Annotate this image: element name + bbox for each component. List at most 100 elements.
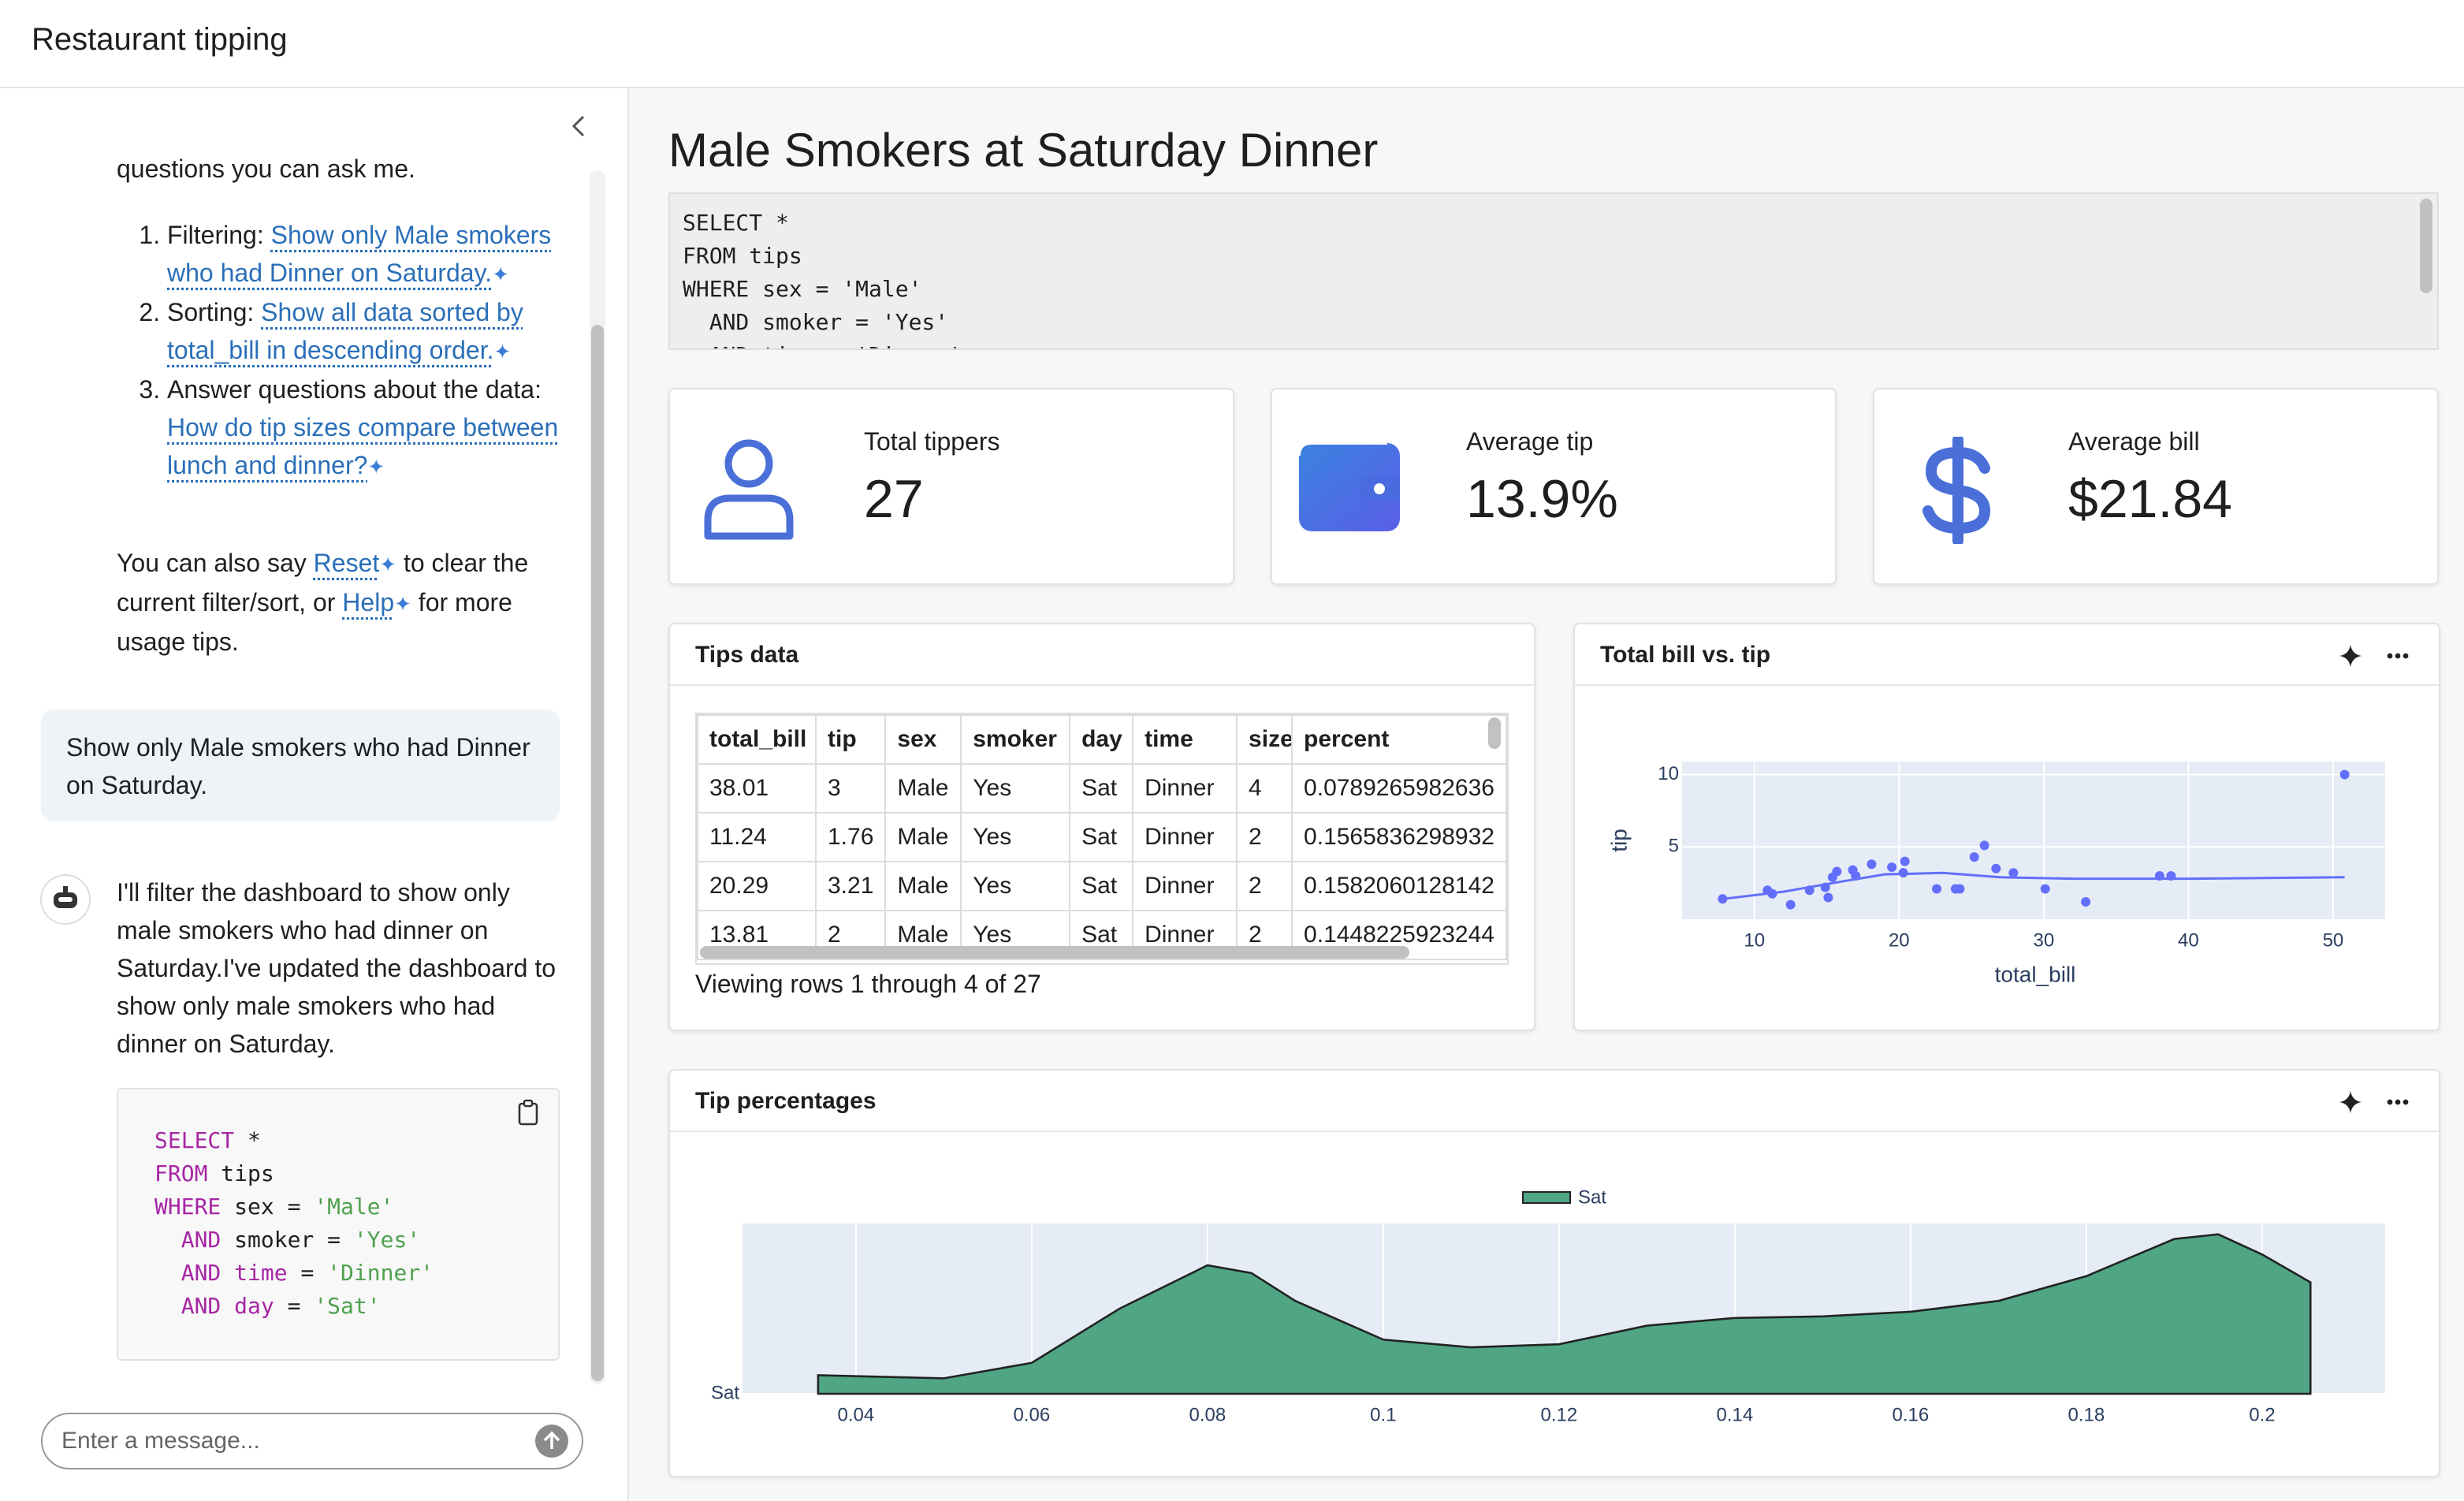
ai-button[interactable] — [2338, 643, 2363, 669]
column-header: smoker — [961, 715, 1070, 764]
value-box: Average tip 13.9% — [1271, 388, 1837, 585]
suggestion-item: Sorting: Show all data sorted by total_b… — [167, 293, 561, 371]
suggestion-item: Answer questions about the data: How do … — [167, 371, 561, 486]
table-cell: 4 — [1237, 764, 1292, 813]
code-line: SELECT * — [154, 1124, 261, 1157]
code-line: AND time = 'Dinner' — [154, 1257, 434, 1290]
data-table: total_billtipsexsmokerdaytimesizepercent… — [697, 714, 1507, 960]
code-line: WHERE sex = 'Male' — [683, 273, 921, 306]
table-cell: Sat — [1070, 764, 1133, 813]
column-header: tip — [816, 715, 885, 764]
more-button[interactable] — [2385, 643, 2410, 669]
person-icon — [702, 437, 796, 541]
card-title: Tip percentages — [695, 1088, 877, 1115]
collapse-button[interactable] — [568, 114, 590, 139]
code-line: WHERE sex = 'Male' — [154, 1190, 393, 1224]
suggestion-link[interactable]: How do tip sizes compare between lunch a… — [167, 413, 558, 479]
table-cell: 3 — [816, 764, 885, 813]
value-box-value: 27 — [864, 468, 924, 530]
more-button[interactable] — [2385, 1089, 2410, 1115]
suggestion-label: Answer questions about the data: — [167, 375, 542, 404]
code-line: AND time = 'Dinner' — [683, 339, 962, 350]
dashboard-title: Male Smokers at Saturday Dinner — [668, 123, 1378, 177]
table-cell: Yes — [961, 862, 1070, 911]
card-title: Total bill vs. tip — [1600, 642, 1770, 669]
header-row: total_billtipsexsmokerdaytimesizepercent — [698, 715, 1506, 764]
value-box-label: Average tip — [1466, 427, 1593, 456]
code-line: SELECT * — [683, 207, 789, 240]
command-link[interactable]: Help — [342, 588, 394, 616]
sparkle: ✦ — [494, 340, 512, 363]
table-cell: 0.1565836298932 — [1292, 813, 1506, 862]
column-header: total_bill — [698, 715, 816, 764]
table-cell: 2 — [1237, 862, 1292, 911]
chat-input[interactable]: Enter a message... — [41, 1413, 583, 1469]
help-text: You can also say Reset✦ to clear the cur… — [117, 544, 564, 661]
code-line: AND smoker = 'Yes' — [683, 306, 948, 339]
sparkle: ✦ — [394, 592, 411, 616]
input-placeholder: Enter a message... — [61, 1422, 260, 1460]
value-box-value: $21.84 — [2068, 468, 2232, 530]
suggestion-item: Filtering: Show only Male smokers who ha… — [167, 216, 561, 293]
table-hscroll[interactable] — [700, 946, 1409, 959]
table-footer: Viewing rows 1 through 4 of 27 — [695, 970, 1041, 999]
table-cell: 0.1582060128142 — [1292, 862, 1506, 911]
sparkle: ✦ — [492, 263, 509, 286]
column-header: size — [1237, 715, 1292, 764]
sql-scrollbar[interactable] — [2420, 199, 2432, 293]
sql-box: SELECT *FROM tipsWHERE sex = 'Male' AND … — [668, 192, 2439, 350]
column-header: percent — [1292, 715, 1506, 764]
table-cell: Yes — [961, 813, 1070, 862]
scrollbar-thumb[interactable] — [591, 325, 604, 1381]
app-title: Restaurant tipping — [32, 22, 288, 58]
sparkle: ✦ — [379, 553, 396, 576]
card-header: Tip percentages — [670, 1071, 2439, 1132]
suggestion-label: Filtering: — [167, 221, 264, 249]
table-vscroll[interactable] — [1488, 717, 1501, 749]
copy-button[interactable] — [517, 1099, 539, 1126]
send-button[interactable] — [534, 1424, 569, 1458]
code-line: FROM tips — [683, 240, 802, 273]
table-cell: Male — [885, 862, 961, 911]
wallet-icon — [1297, 441, 1401, 533]
table-cell: 1.76 — [816, 813, 885, 862]
column-header: time — [1133, 715, 1237, 764]
suggestion-label: Sorting: — [167, 298, 254, 326]
value-box-label: Total tippers — [864, 427, 1000, 456]
table-card: Tips data total_billtipsexsmokerdaytimes… — [668, 623, 1535, 1031]
table-cell: Dinner — [1133, 813, 1237, 862]
scrollbar — [590, 170, 605, 1384]
dollar-icon — [1915, 437, 2001, 544]
table-cell: Male — [885, 764, 961, 813]
assistant-message: I'll filter the dashboard to show only m… — [117, 873, 564, 1063]
intro-text: questions you can ask me. — [117, 158, 415, 188]
command-link[interactable]: Reset — [314, 549, 380, 577]
table-cell: Dinner — [1133, 862, 1237, 911]
table-scroll: total_billtipsexsmokerdaytimesizepercent… — [695, 713, 1509, 965]
value-box: Average bill $21.84 — [1873, 388, 2439, 585]
table-cell: Male — [885, 813, 961, 862]
table-cell: 0.0789265982636 — [1292, 764, 1506, 813]
table-cell: Sat — [1070, 813, 1133, 862]
user-message: Show only Male smokers who had Dinner on… — [41, 710, 560, 821]
column-header: sex — [885, 715, 961, 764]
card-header: Tips data — [670, 624, 1534, 686]
table-cell: Sat — [1070, 862, 1133, 911]
card-header: Total bill vs. tip — [1575, 624, 2439, 686]
table-row: 11.241.76MaleYesSatDinner20.156583629893… — [698, 813, 1506, 862]
table-cell: 38.01 — [698, 764, 816, 813]
value-box-label: Average bill — [2068, 427, 2200, 456]
code-line: FROM tips — [154, 1157, 274, 1190]
chat-messages: questions you can ask me. Filtering: Sho… — [0, 158, 586, 1391]
sparkle: ✦ — [367, 455, 385, 479]
ai-button[interactable] — [2338, 1089, 2363, 1115]
header: Restaurant tipping — [0, 0, 2464, 88]
table-row: 20.293.21MaleYesSatDinner20.158206012814… — [698, 862, 1506, 911]
table-cell: 11.24 — [698, 813, 816, 862]
scatter-card: Total bill vs. tip — [1573, 623, 2440, 1031]
code-block: SELECT *FROM tipsWHERE sex = 'Male' AND … — [117, 1088, 560, 1361]
value-box-value: 13.9% — [1466, 468, 1618, 530]
value-box: Total tippers 27 — [668, 388, 1234, 585]
